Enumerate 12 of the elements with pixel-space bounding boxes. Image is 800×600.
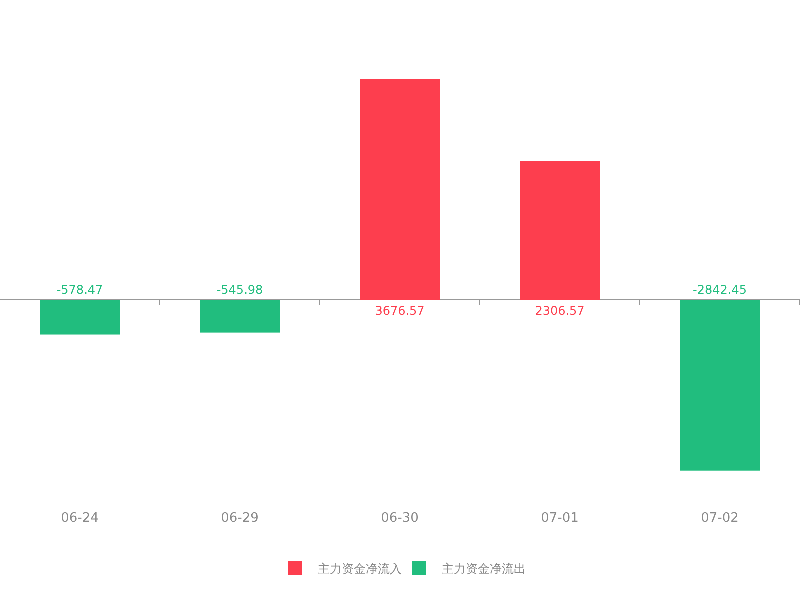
data-label: -545.98: [216, 283, 264, 297]
x-tick-label: 07-02: [701, 511, 739, 526]
data-label: -2842.45: [693, 283, 747, 297]
legend-label: 主力资金净流入: [318, 562, 402, 576]
x-tick-label: 06-24: [61, 511, 99, 526]
x-tick-label: 06-29: [221, 511, 259, 526]
legend-label: 主力资金净流出: [442, 562, 526, 576]
data-label: 2306.57: [535, 304, 585, 318]
data-label: 3676.57: [375, 304, 425, 318]
x-tick-label: 07-01: [541, 511, 579, 526]
data-label: -578.47: [56, 283, 104, 297]
x-tick-label: 06-30: [381, 511, 419, 526]
